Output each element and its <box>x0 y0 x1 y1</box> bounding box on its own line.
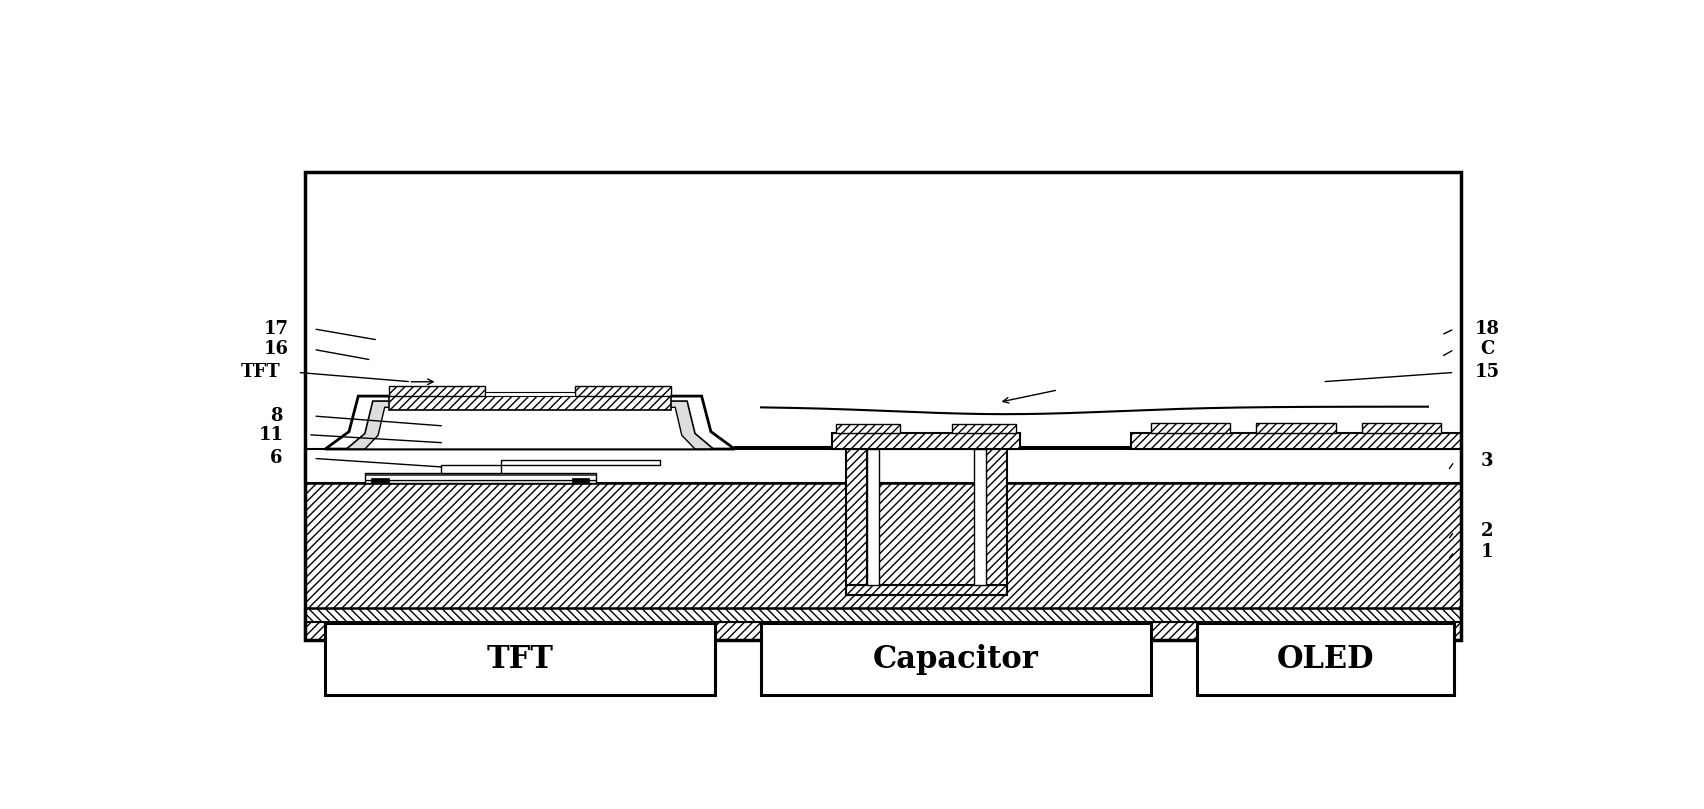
Polygon shape <box>346 401 714 449</box>
Bar <box>371 478 389 483</box>
Bar <box>305 608 1460 621</box>
Text: TFT: TFT <box>240 363 281 381</box>
Polygon shape <box>325 396 734 449</box>
Text: 11: 11 <box>259 426 283 443</box>
Bar <box>441 465 501 473</box>
Text: 1: 1 <box>1481 543 1494 561</box>
Text: OLED: OLED <box>1276 644 1375 675</box>
Bar <box>389 386 484 396</box>
Bar <box>389 396 671 410</box>
Polygon shape <box>365 407 695 449</box>
Bar <box>501 460 659 465</box>
Bar <box>305 449 1460 483</box>
Bar <box>953 424 1016 433</box>
Text: TFT: TFT <box>487 644 554 675</box>
Text: 17: 17 <box>264 320 290 338</box>
Bar <box>1150 423 1230 433</box>
Text: 2: 2 <box>1481 523 1494 540</box>
Bar <box>1256 423 1336 433</box>
Bar <box>305 172 1460 640</box>
Bar <box>837 424 900 433</box>
Text: 15: 15 <box>1476 363 1500 381</box>
Text: 18: 18 <box>1476 320 1500 338</box>
Bar <box>1196 624 1455 695</box>
Bar <box>484 392 576 396</box>
Text: Capacitor: Capacitor <box>872 644 1039 675</box>
Bar <box>1131 433 1460 449</box>
Bar <box>845 449 867 595</box>
Bar <box>325 624 716 695</box>
Bar <box>762 624 1150 695</box>
Text: C: C <box>1481 341 1494 358</box>
Bar <box>305 483 1460 608</box>
Bar <box>867 449 879 586</box>
Bar <box>365 473 596 483</box>
Bar <box>573 478 590 483</box>
Text: 3: 3 <box>1481 452 1494 471</box>
Bar <box>845 586 1007 595</box>
Bar <box>305 621 1460 640</box>
Text: 6: 6 <box>271 449 283 468</box>
Text: 16: 16 <box>264 341 290 358</box>
Bar <box>576 386 671 396</box>
Bar <box>1361 423 1442 433</box>
Bar <box>973 449 985 586</box>
Bar <box>832 433 1021 449</box>
Text: 8: 8 <box>271 407 283 425</box>
Bar <box>985 449 1007 595</box>
